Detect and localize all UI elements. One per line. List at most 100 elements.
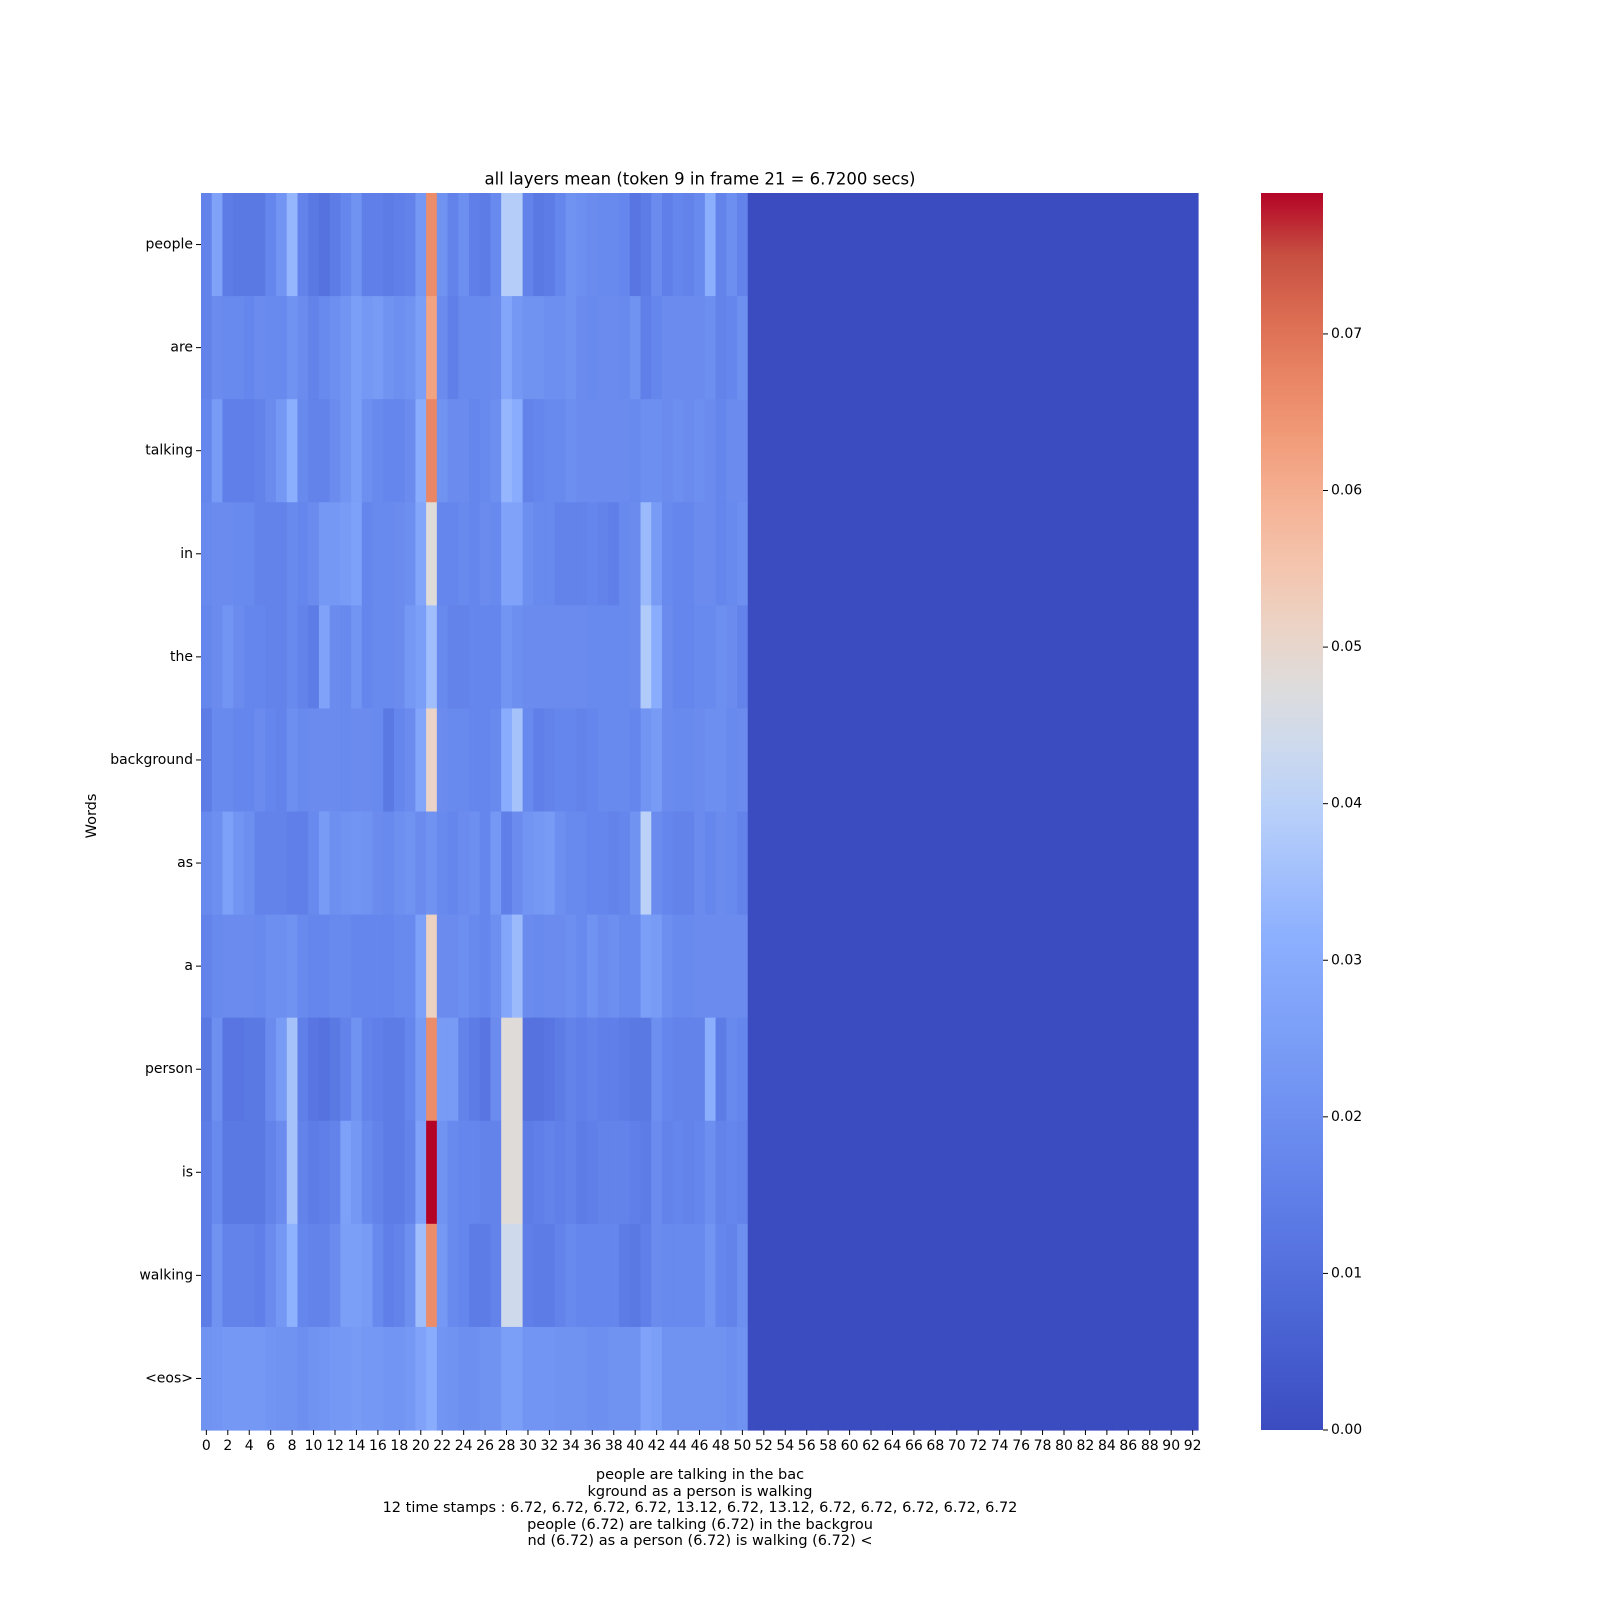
heatmap-cell	[340, 502, 352, 606]
heatmap-cell	[1165, 708, 1178, 813]
heatmap-cell	[672, 399, 685, 503]
heatmap-cell	[351, 502, 363, 606]
heatmap-cell	[415, 1017, 427, 1122]
heatmap-cell	[329, 1326, 341, 1431]
heatmap-cell	[1005, 1120, 1017, 1225]
heatmap-cell	[318, 708, 331, 813]
x-tick-label: 16	[369, 1438, 387, 1454]
heatmap-cell	[747, 1120, 760, 1225]
heatmap-cell	[1058, 914, 1070, 1019]
heatmap-cell	[704, 914, 717, 1019]
heatmap-cell	[661, 1326, 674, 1431]
heatmap-cell	[747, 193, 760, 297]
heatmap-cell	[436, 708, 449, 813]
heatmap-cell	[276, 708, 288, 813]
heatmap-cell	[522, 1223, 534, 1328]
heatmap-cell	[383, 708, 395, 813]
heatmap-cell	[619, 296, 631, 400]
heatmap-cell	[1165, 811, 1178, 916]
heatmap-cell	[479, 193, 492, 297]
heatmap-cell	[887, 296, 899, 400]
heatmap-cell	[533, 914, 545, 1019]
heatmap-cell	[479, 708, 492, 813]
heatmap-cell	[458, 193, 470, 297]
heatmap-cell	[544, 399, 556, 503]
x-tick-label: 50	[733, 1438, 751, 1454]
heatmap-cell	[640, 1017, 652, 1122]
heatmap-cell	[511, 1120, 524, 1225]
heatmap-cell	[1069, 605, 1081, 710]
heatmap-cell	[769, 399, 781, 503]
heatmap-cell	[887, 605, 899, 710]
heatmap-cell	[554, 708, 567, 813]
x-tick-label: 14	[348, 1438, 366, 1454]
heatmap-cell	[854, 1120, 867, 1225]
heatmap-cell	[479, 296, 492, 400]
heatmap-cell	[1155, 708, 1167, 813]
heatmap-cell	[1144, 914, 1156, 1019]
heatmap-cell	[1015, 193, 1028, 297]
heatmap-cell	[962, 1017, 974, 1122]
heatmap-cell	[640, 1326, 652, 1431]
caption-line: people are talking in the bac	[595, 1467, 805, 1483]
heatmap-cell	[511, 1017, 524, 1122]
heatmap-cell	[694, 399, 706, 503]
heatmap-cell	[1069, 1326, 1081, 1431]
heatmap-cell	[758, 605, 770, 710]
heatmap-cell	[254, 193, 266, 297]
heatmap-cell	[812, 1223, 824, 1328]
x-tick-label: 66	[905, 1438, 923, 1454]
heatmap-cell	[822, 811, 835, 916]
heatmap-cell	[458, 605, 470, 710]
heatmap-cell	[940, 914, 953, 1019]
heatmap-cell	[233, 193, 245, 297]
heatmap-cell	[1112, 1017, 1124, 1122]
heatmap-cell	[769, 708, 781, 813]
heatmap-cell	[393, 502, 406, 606]
heatmap-cell	[833, 193, 845, 297]
heatmap-cell	[929, 1326, 942, 1431]
heatmap-cell	[554, 1017, 567, 1122]
heatmap-cell	[243, 296, 256, 400]
heatmap-cell	[1080, 605, 1092, 710]
heatmap-cell	[340, 1223, 352, 1328]
heatmap-cell	[597, 296, 609, 400]
heatmap-cell	[704, 193, 717, 297]
heatmap-cell	[383, 193, 395, 297]
x-tick-label: 80	[1055, 1438, 1073, 1454]
heatmap-cell	[1122, 502, 1135, 606]
heatmap-cell	[629, 1223, 642, 1328]
heatmap-cell	[983, 1017, 995, 1122]
heatmap-cell	[415, 811, 427, 916]
heatmap-cell	[833, 296, 845, 400]
heatmap-cell	[586, 811, 599, 916]
heatmap-cell	[1122, 1017, 1135, 1122]
heatmap-cell	[844, 399, 856, 503]
heatmap-cell	[554, 605, 567, 710]
heatmap-cell	[286, 708, 299, 813]
heatmap-cell	[340, 914, 352, 1019]
heatmap-cell	[1080, 914, 1092, 1019]
x-axis: 0 2 4 6 8 10 12 14 16 18 20 22 24 26 28 30 32 34 36 38 40 42 4…	[202, 1430, 1202, 1454]
heatmap-cell	[286, 296, 299, 400]
heatmap-cell	[854, 399, 867, 503]
heatmap-cell	[887, 1223, 899, 1328]
heatmap-cell	[1047, 296, 1060, 400]
heatmap-cell	[822, 296, 835, 400]
heatmap-cell	[576, 193, 588, 297]
heatmap-cell	[822, 1326, 835, 1431]
heatmap-cell	[383, 296, 395, 400]
heatmap-cell	[737, 605, 749, 710]
heatmap-cell	[833, 1017, 845, 1122]
heatmap-cell	[629, 1017, 642, 1122]
heatmap-cell	[286, 1223, 299, 1328]
heatmap-cell	[361, 708, 374, 813]
heatmap-cell	[779, 1326, 792, 1431]
heatmap-cell	[940, 811, 953, 916]
heatmap-cell	[929, 605, 942, 710]
heatmap-cell	[404, 914, 417, 1019]
heatmap-cell	[887, 914, 899, 1019]
heatmap-cell	[608, 502, 620, 606]
heatmap-cell	[640, 1223, 652, 1328]
heatmap-cell	[222, 1326, 234, 1431]
